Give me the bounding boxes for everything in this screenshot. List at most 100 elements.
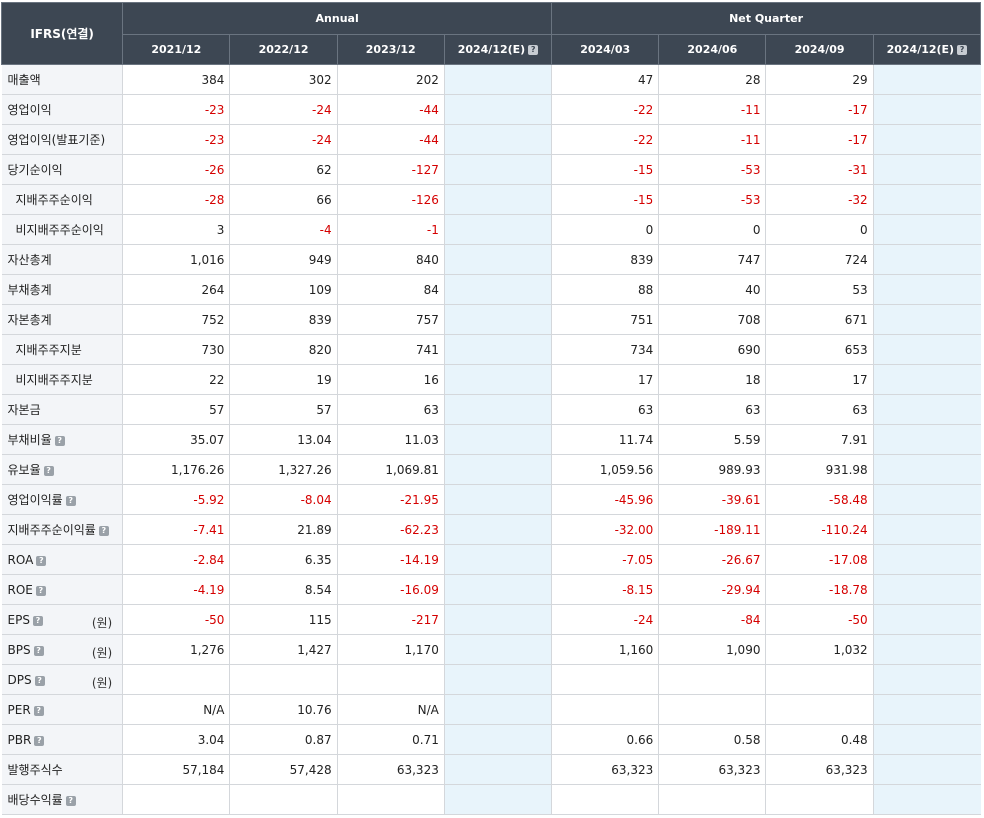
- value-cell: [872, 664, 981, 695]
- value-cell: [443, 244, 552, 275]
- table-row: 부채총계 264 109 84 88 40 53: [1, 274, 981, 305]
- value-cell: 63: [336, 394, 445, 425]
- value-cell: 734: [551, 334, 659, 365]
- value-cell: 839: [551, 244, 659, 275]
- value-cell: 10.76: [229, 694, 338, 725]
- value-cell: 1,016: [122, 244, 230, 275]
- table-row: 지배주주순이익률? -7.41 21.89 -62.23 -32.00 -189.11 -1…: [1, 514, 981, 545]
- value-cell: -21.95: [336, 484, 445, 515]
- value-cell: -62.23: [336, 514, 445, 545]
- row-label-cell: 비지배주주순이익: [1, 214, 123, 245]
- value-cell: 989.93: [658, 454, 766, 485]
- value-cell: -217: [336, 604, 445, 635]
- value-cell: 302: [229, 64, 338, 95]
- value-cell: [443, 514, 552, 545]
- value-cell: -44: [336, 94, 445, 125]
- ifrs-header: IFRS(연결): [0, 2, 124, 65]
- value-cell: 63,323: [658, 754, 766, 785]
- question-mark-icon[interactable]: ?: [33, 705, 44, 716]
- value-cell: [872, 124, 981, 155]
- question-mark-icon[interactable]: ?: [35, 585, 46, 596]
- row-label: DPS: [7, 672, 32, 687]
- value-cell: 0: [551, 214, 659, 245]
- value-cell: [872, 694, 981, 725]
- row-label: BPS: [7, 642, 31, 657]
- value-cell: -11: [658, 94, 766, 125]
- table-row: PER? N/A 10.76 N/A: [1, 694, 981, 725]
- table-row: ROA? -2.84 6.35 -14.19 -7.05 -26.67 -17.08: [1, 544, 981, 575]
- question-mark-icon[interactable]: ?: [43, 466, 54, 476]
- value-cell: -58.48: [765, 484, 874, 515]
- value-cell: [443, 364, 552, 395]
- table-row: 지배주주순이익 -28 66 -126 -15 -53 -32: [1, 184, 981, 215]
- question-mark-icon[interactable]: ?: [34, 735, 45, 746]
- table-row: DPS? (원): [1, 664, 981, 695]
- row-label-cell: 지배주주순이익률?: [1, 514, 123, 545]
- value-cell: [658, 694, 766, 725]
- row-label-cell: ROE?: [1, 574, 123, 605]
- question-mark-icon[interactable]: ?: [528, 45, 539, 55]
- row-label: 지배주주지분: [15, 343, 82, 357]
- value-cell: 671: [765, 304, 874, 335]
- value-cell: 88: [551, 274, 659, 305]
- value-cell: 21.89: [229, 514, 338, 545]
- table-row: ROE? -4.19 8.54 -16.09 -8.15 -29.94 -18.78: [1, 574, 981, 605]
- value-cell: 109: [229, 274, 338, 305]
- table-row: EPS? (원) -50 115 -217 -24 -84 -50: [1, 604, 981, 635]
- value-cell: 57,428: [229, 754, 338, 785]
- row-label-cell: PBR?: [1, 724, 123, 755]
- question-mark-icon[interactable]: ?: [33, 645, 44, 656]
- value-cell: 57: [229, 394, 338, 425]
- question-mark-icon[interactable]: ?: [32, 615, 43, 626]
- value-cell: 63,323: [551, 754, 659, 785]
- annual-header: Annual: [122, 2, 553, 35]
- row-label-cell: DPS? (원): [1, 664, 123, 695]
- value-cell: [765, 784, 874, 815]
- value-cell: [443, 454, 552, 485]
- value-cell: 17: [551, 364, 659, 395]
- period-label: 2024/12(E): [886, 43, 955, 56]
- value-cell: [551, 694, 659, 725]
- row-label: 유보율: [7, 463, 41, 477]
- value-cell: 28: [658, 64, 766, 95]
- row-label: 부채총계: [7, 283, 52, 297]
- value-cell: [551, 664, 659, 695]
- value-cell: 19: [229, 364, 338, 395]
- period-header: 2022/12: [229, 34, 338, 65]
- value-cell: [443, 784, 552, 815]
- value-cell: 0: [765, 214, 874, 245]
- question-mark-icon[interactable]: ?: [98, 526, 109, 536]
- question-mark-icon[interactable]: ?: [65, 796, 76, 806]
- value-cell: -7.41: [122, 514, 230, 545]
- period-label: 2024/06: [687, 43, 738, 56]
- table-row: BPS? (원) 1,276 1,427 1,170 1,160 1,090 1,032: [1, 634, 981, 665]
- value-cell: -7.05: [551, 544, 659, 575]
- question-mark-icon[interactable]: ?: [65, 496, 76, 506]
- value-cell: [872, 514, 981, 545]
- value-cell: 29: [765, 64, 874, 95]
- value-cell: -4: [229, 214, 338, 245]
- value-cell: [443, 274, 552, 305]
- row-label-cell: 영업이익: [1, 94, 123, 125]
- value-cell: [872, 274, 981, 305]
- row-label: EPS: [7, 612, 30, 627]
- value-cell: N/A: [336, 694, 445, 725]
- row-label: 비지배주주지분: [15, 373, 93, 387]
- question-mark-icon[interactable]: ?: [54, 436, 65, 446]
- value-cell: 3: [122, 214, 230, 245]
- question-mark-icon[interactable]: ?: [36, 555, 47, 566]
- value-cell: 708: [658, 304, 766, 335]
- row-label: 영업이익률: [7, 493, 63, 507]
- value-cell: [443, 334, 552, 365]
- value-cell: [872, 724, 981, 755]
- row-label-cell: 자본금: [1, 394, 123, 425]
- value-cell: 53: [765, 274, 874, 305]
- value-cell: [872, 454, 981, 485]
- value-cell: [872, 244, 981, 275]
- question-mark-icon[interactable]: ?: [34, 675, 45, 686]
- question-mark-icon[interactable]: ?: [957, 45, 968, 55]
- value-cell: -53: [658, 154, 766, 185]
- value-cell: 62: [229, 154, 338, 185]
- value-cell: 47: [551, 64, 659, 95]
- value-cell: 384: [122, 64, 230, 95]
